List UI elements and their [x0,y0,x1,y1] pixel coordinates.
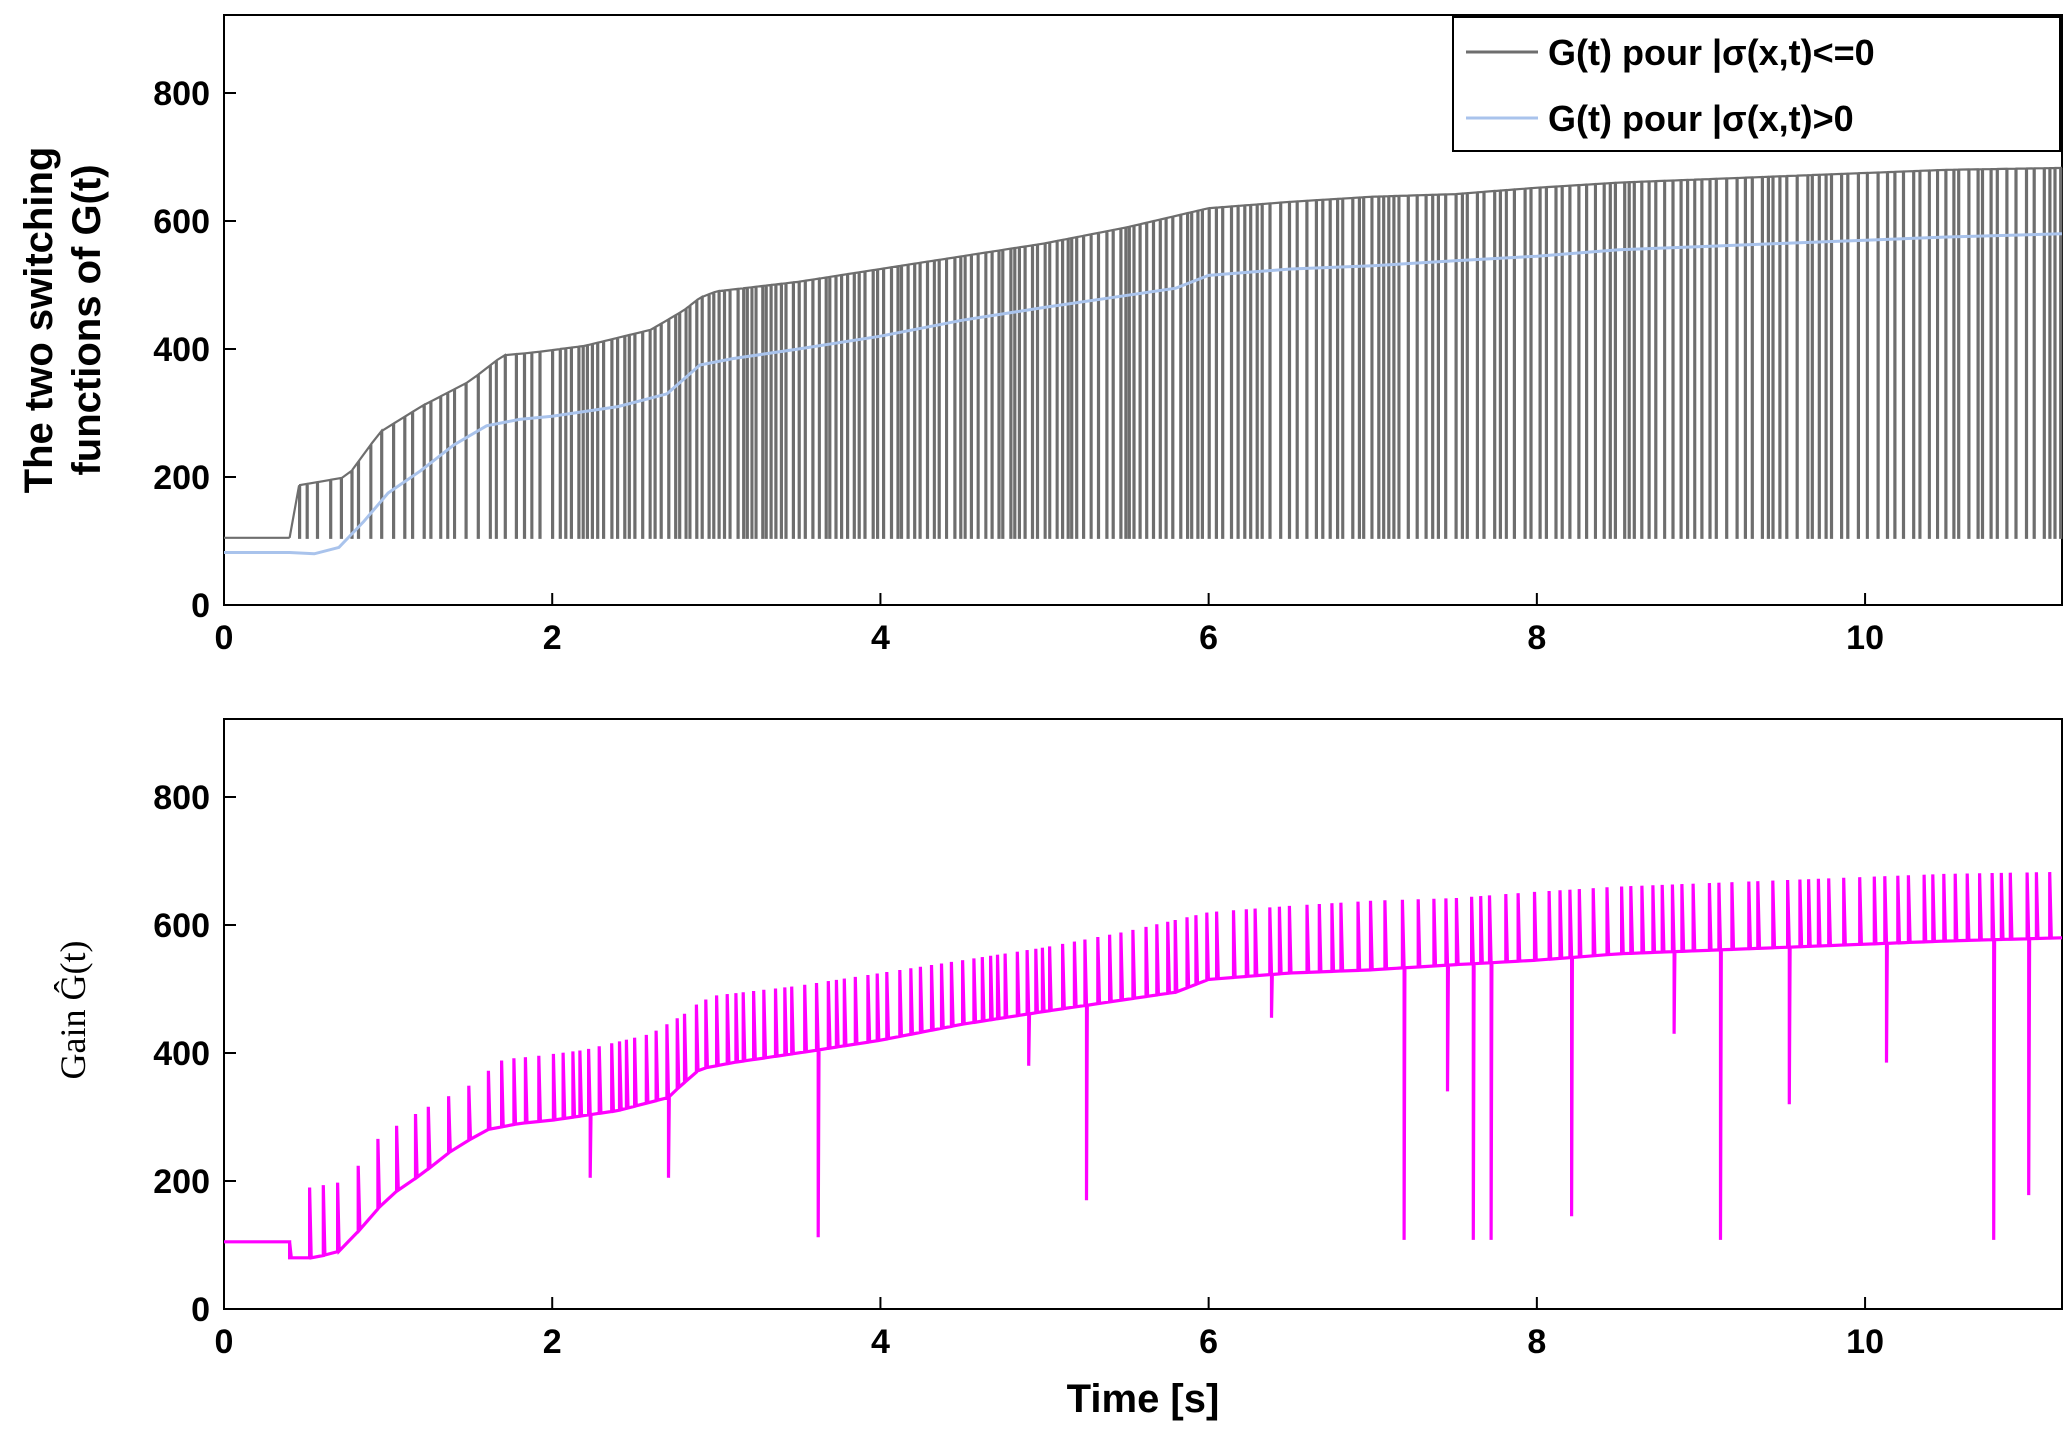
series-top-1 [224,232,2063,556]
top-xtick-label-4: 8 [1527,619,1546,657]
top-xtick-label-5: 10 [1846,619,1884,657]
bottom-xtick-label-1: 2 [543,1323,562,1361]
top-axis-ticks: 0 2 4 6 8 10 0 200 400 600 800 [153,75,1884,657]
legend: G(t) pour |σ(x,t)<=0 G(t) pour |σ(x,t)>0 [1452,16,2061,152]
bottom-chart-marks [224,872,2063,1260]
bottom-ytick-label-0: 0 [191,1291,210,1329]
top-ylabel-line-1: The two switching [17,147,61,494]
bottom-ytick-label-1: 200 [153,1163,210,1201]
top-xtick-label-1: 2 [543,619,562,657]
top-chart-panel: 0 2 4 6 8 10 0 200 400 600 800 The two switching f… [17,14,2063,657]
bottom-ytick-label-4: 800 [153,779,210,817]
top-ytick-label-1: 200 [153,459,210,497]
bottom-xtick-label-0: 0 [215,1323,234,1361]
series-bottom-0 [224,872,2063,1260]
top-ytick-label-2: 400 [153,331,210,369]
bottom-plot-frame [223,718,2063,1310]
bottom-chart-panel: 0 2 4 6 8 10 0 200 400 600 800 Gain Ĝ(t) Time [s] [53,718,2063,1421]
top-ytick-label-3: 600 [153,203,210,241]
bottom-xtick-label-2: 4 [871,1323,890,1361]
bottom-axis-ticks: 0 2 4 6 8 10 0 200 400 600 800 [153,779,1884,1361]
bottom-xtick-label-3: 6 [1199,1323,1218,1361]
bottom-ytick-label-3: 600 [153,907,210,945]
top-ylabel-line-2: functions of G(t) [65,164,109,475]
bottom-xlabel: Time [s] [1067,1377,1220,1421]
legend-label-switching-high: G(t) pour |σ(x,t)>0 [1548,98,1854,140]
bottom-xtick-label-5: 10 [1846,1323,1884,1361]
top-xtick-label-2: 4 [871,619,890,657]
legend-label-switching-low: G(t) pour |σ(x,t)<=0 [1548,32,1875,74]
bottom-ytick-label-2: 400 [153,1035,210,1073]
series-top-0 [224,166,2063,539]
legend-box [1452,16,2061,152]
bottom-ylabel: Gain Ĝ(t) [53,941,93,1080]
top-ytick-label-4: 800 [153,75,210,113]
top-ytick-label-0: 0 [191,587,210,625]
top-chart-marks [224,166,2063,556]
top-xtick-label-3: 6 [1199,619,1218,657]
bottom-xtick-label-4: 8 [1527,1323,1546,1361]
top-xtick-label-0: 0 [215,619,234,657]
